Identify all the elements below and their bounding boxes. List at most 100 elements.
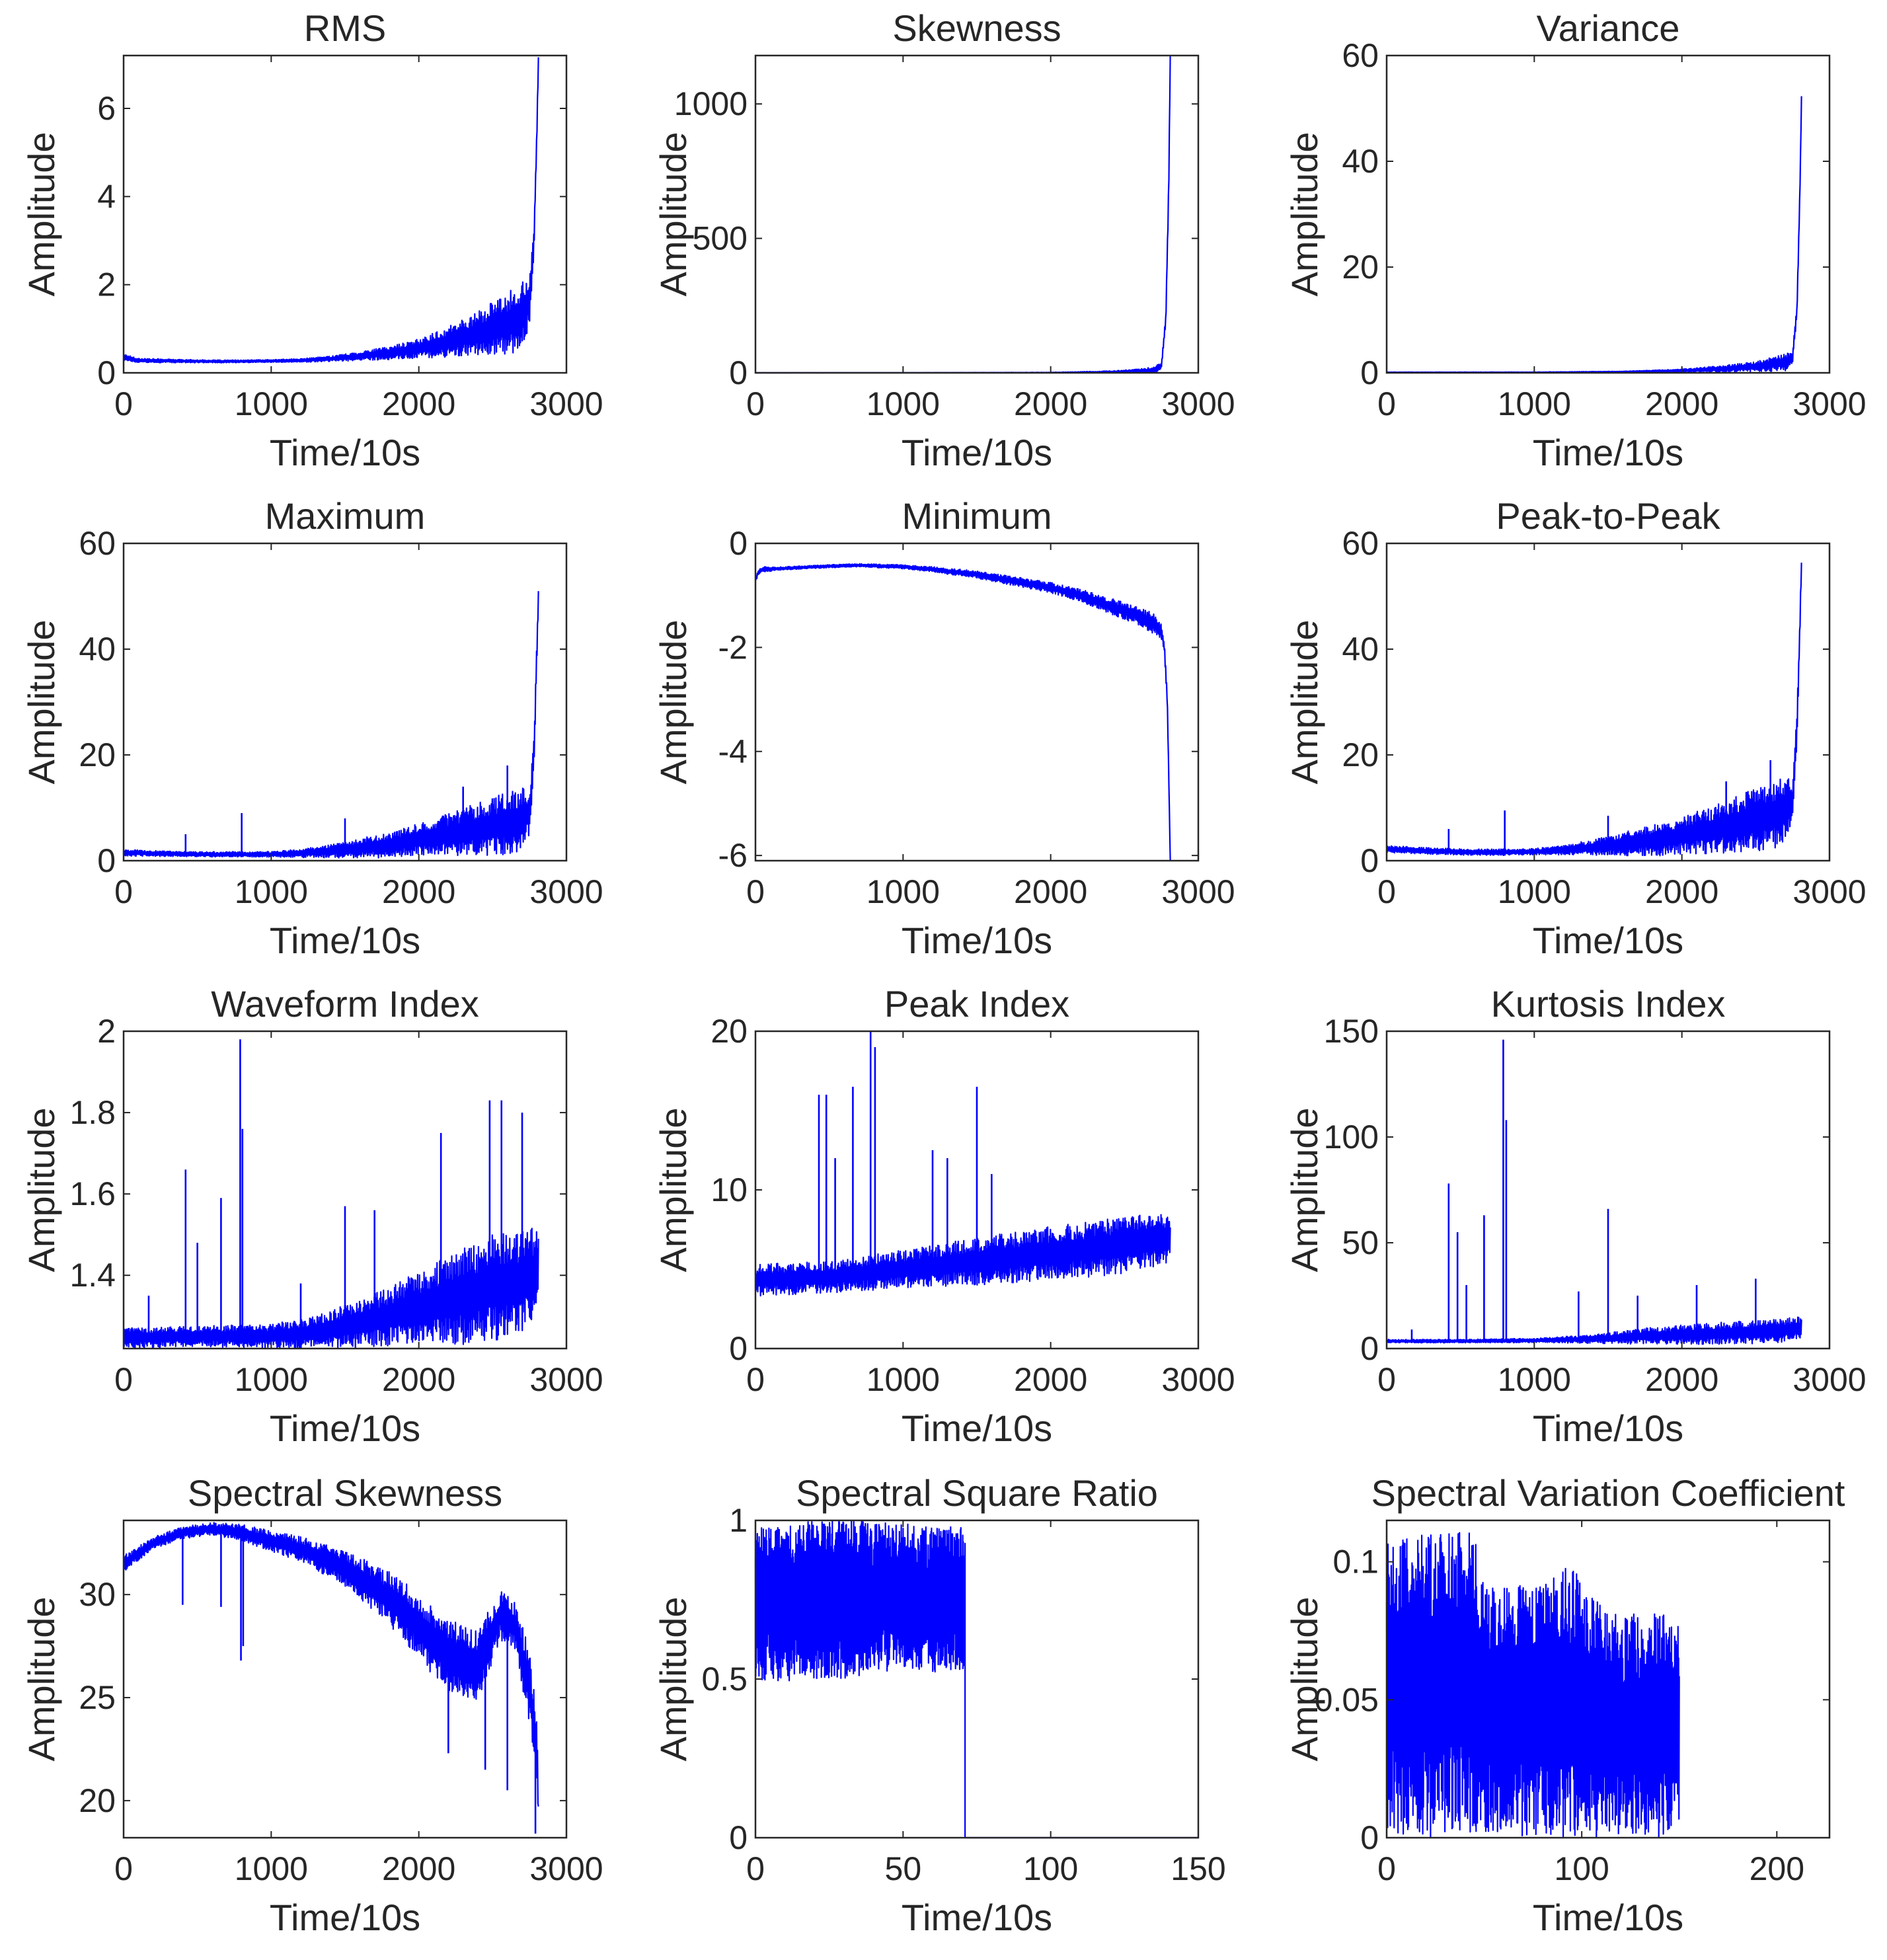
plot-title: Variance xyxy=(1537,7,1680,49)
x-tick-group: 0 1000 2000 3000 xyxy=(746,56,1235,422)
x-tick-group: 0 1000 2000 3000 xyxy=(746,1031,1235,1398)
x-tick-group: 0 100 200 xyxy=(1377,1520,1804,1887)
y-tick-label: 0 xyxy=(97,354,116,391)
x-tick-label: 1000 xyxy=(1498,385,1571,422)
y-tick-label: 20 xyxy=(79,736,116,773)
subplot-kurtosis-index: Kurtosis Index 0 1000 2000 3000 0 50 100 150 T… xyxy=(1284,983,1867,1449)
series-line xyxy=(122,57,539,364)
y-axis-label: Amplitude xyxy=(652,132,694,296)
series-line xyxy=(122,591,539,859)
x-tick-group: 0 50 100 150 xyxy=(746,1520,1226,1887)
subplot-maximum: Maximum 0 1000 2000 3000 0 20 40 60 Time/10s A… xyxy=(20,495,603,961)
plot-title: Peak Index xyxy=(884,983,1069,1025)
x-axis-label: Time/10s xyxy=(902,920,1052,961)
y-axis-label: Amplitude xyxy=(20,1596,62,1761)
plot-title: Spectral Skewness xyxy=(188,1472,502,1514)
y-axis-label: Amplitude xyxy=(652,1107,694,1272)
x-tick-label: 150 xyxy=(1171,1850,1225,1887)
x-tick-label: 2000 xyxy=(1014,873,1087,910)
axes-frame xyxy=(754,54,1200,374)
x-axis-label: Time/10s xyxy=(1533,920,1683,961)
y-tick-label: 20 xyxy=(1342,736,1379,773)
series-group xyxy=(122,591,539,859)
x-tick-label: 0 xyxy=(746,1361,765,1398)
axes-frame xyxy=(754,542,1200,862)
series-group xyxy=(754,1031,1171,1297)
series-line xyxy=(122,1522,539,1807)
x-axis-label: Time/10s xyxy=(902,1407,1052,1449)
x-tick-label: 2000 xyxy=(1645,873,1718,910)
y-axis-label: Amplitude xyxy=(1284,132,1325,296)
x-tick-group: 0 1000 2000 3000 xyxy=(114,56,603,422)
y-tick-label: -6 xyxy=(718,837,748,874)
y-tick-label: -4 xyxy=(718,733,748,770)
y-tick-label: 20 xyxy=(711,1013,748,1050)
x-tick-label: 100 xyxy=(1023,1850,1078,1887)
y-axis-label: Amplitude xyxy=(652,619,694,784)
y-tick-label: 0 xyxy=(729,354,748,391)
y-tick-group: 0 20 40 60 xyxy=(1342,37,1829,391)
series-line xyxy=(755,55,1171,374)
y-tick-label: 0.1 xyxy=(1332,1544,1379,1581)
x-tick-group: 0 1000 2000 3000 xyxy=(114,1520,603,1887)
y-axis-label: Amplitude xyxy=(20,1107,62,1272)
x-tick-label: 0 xyxy=(114,385,133,422)
x-tick-label: 1000 xyxy=(866,385,940,422)
subplot-waveform-index: Waveform Index 0 1000 2000 3000 1.41.61.82 … xyxy=(20,983,603,1449)
y-tick-label: 0.05 xyxy=(1315,1681,1379,1718)
axes-frame xyxy=(122,1030,568,1350)
x-tick-group: 0 1000 2000 3000 xyxy=(114,543,603,910)
plot-title: Spectral Variation Coefficient xyxy=(1371,1472,1845,1514)
axes-frame xyxy=(1385,542,1831,862)
y-axis-label: Amplitude xyxy=(20,619,62,784)
y-tick-label: 0 xyxy=(1360,842,1379,879)
x-tick-label: 3000 xyxy=(1161,1361,1235,1398)
plot-title: Waveform Index xyxy=(211,983,479,1025)
series-group xyxy=(754,563,1171,861)
series-group xyxy=(1385,1532,1680,1838)
y-tick-label: 0 xyxy=(1360,1819,1379,1856)
series-group xyxy=(1386,96,1802,373)
y-tick-label: 40 xyxy=(1342,631,1379,668)
y-tick-label: 1 xyxy=(729,1502,748,1539)
x-tick-label: 0 xyxy=(1377,1361,1396,1398)
y-tick-group: 0 2 4 6 xyxy=(97,90,566,391)
y-tick-label: 100 xyxy=(1324,1118,1379,1156)
series-group xyxy=(122,1039,539,1349)
y-tick-label: 25 xyxy=(79,1679,116,1716)
y-tick-group: 0 500 1000 xyxy=(674,85,1198,391)
x-tick-group: 0 1000 2000 3000 xyxy=(746,543,1235,910)
y-axis-label: Amplitude xyxy=(652,1596,694,1761)
plot-title: Maximum xyxy=(265,495,426,537)
x-tick-label: 3000 xyxy=(1792,1361,1866,1398)
x-tick-label: 3000 xyxy=(1792,385,1866,422)
axes-frame xyxy=(1385,1519,1831,1839)
plot-title: RMS xyxy=(304,7,386,49)
x-tick-group: 0 1000 2000 3000 xyxy=(1377,1031,1867,1398)
x-axis-label: Time/10s xyxy=(270,920,420,961)
y-tick-label: 0 xyxy=(1360,354,1379,391)
axes-frame xyxy=(122,1519,568,1839)
plot-title: Skewness xyxy=(892,7,1061,49)
y-tick-group: 00.51 xyxy=(701,1502,1198,1856)
y-tick-label: 150 xyxy=(1324,1013,1379,1050)
y-tick-label: 6 xyxy=(97,90,116,127)
x-tick-group: 0 1000 2000 3000 xyxy=(114,1031,603,1398)
x-tick-label: 50 xyxy=(885,1850,922,1887)
x-tick-label: 0 xyxy=(1377,385,1396,422)
x-tick-label: 1000 xyxy=(235,873,308,910)
y-tick-group: 0 20 40 60 xyxy=(1342,525,1829,879)
y-tick-label: 0 xyxy=(97,842,116,879)
y-tick-label: 60 xyxy=(1342,525,1379,562)
series-line xyxy=(754,1214,1171,1297)
y-axis-label: Amplitude xyxy=(1284,619,1325,784)
axes-frame xyxy=(1385,1030,1831,1350)
x-tick-label: 2000 xyxy=(1645,385,1718,422)
series-line xyxy=(1385,563,1802,857)
x-tick-label: 3000 xyxy=(529,1361,603,1398)
subplot-spectral-square-ratio: Spectral Square Ratio 0 50 100 150 00.51 Ti… xyxy=(652,1472,1226,1938)
x-axis-label: Time/10s xyxy=(1533,1897,1683,1938)
x-axis-label: Time/10s xyxy=(902,1897,1052,1938)
